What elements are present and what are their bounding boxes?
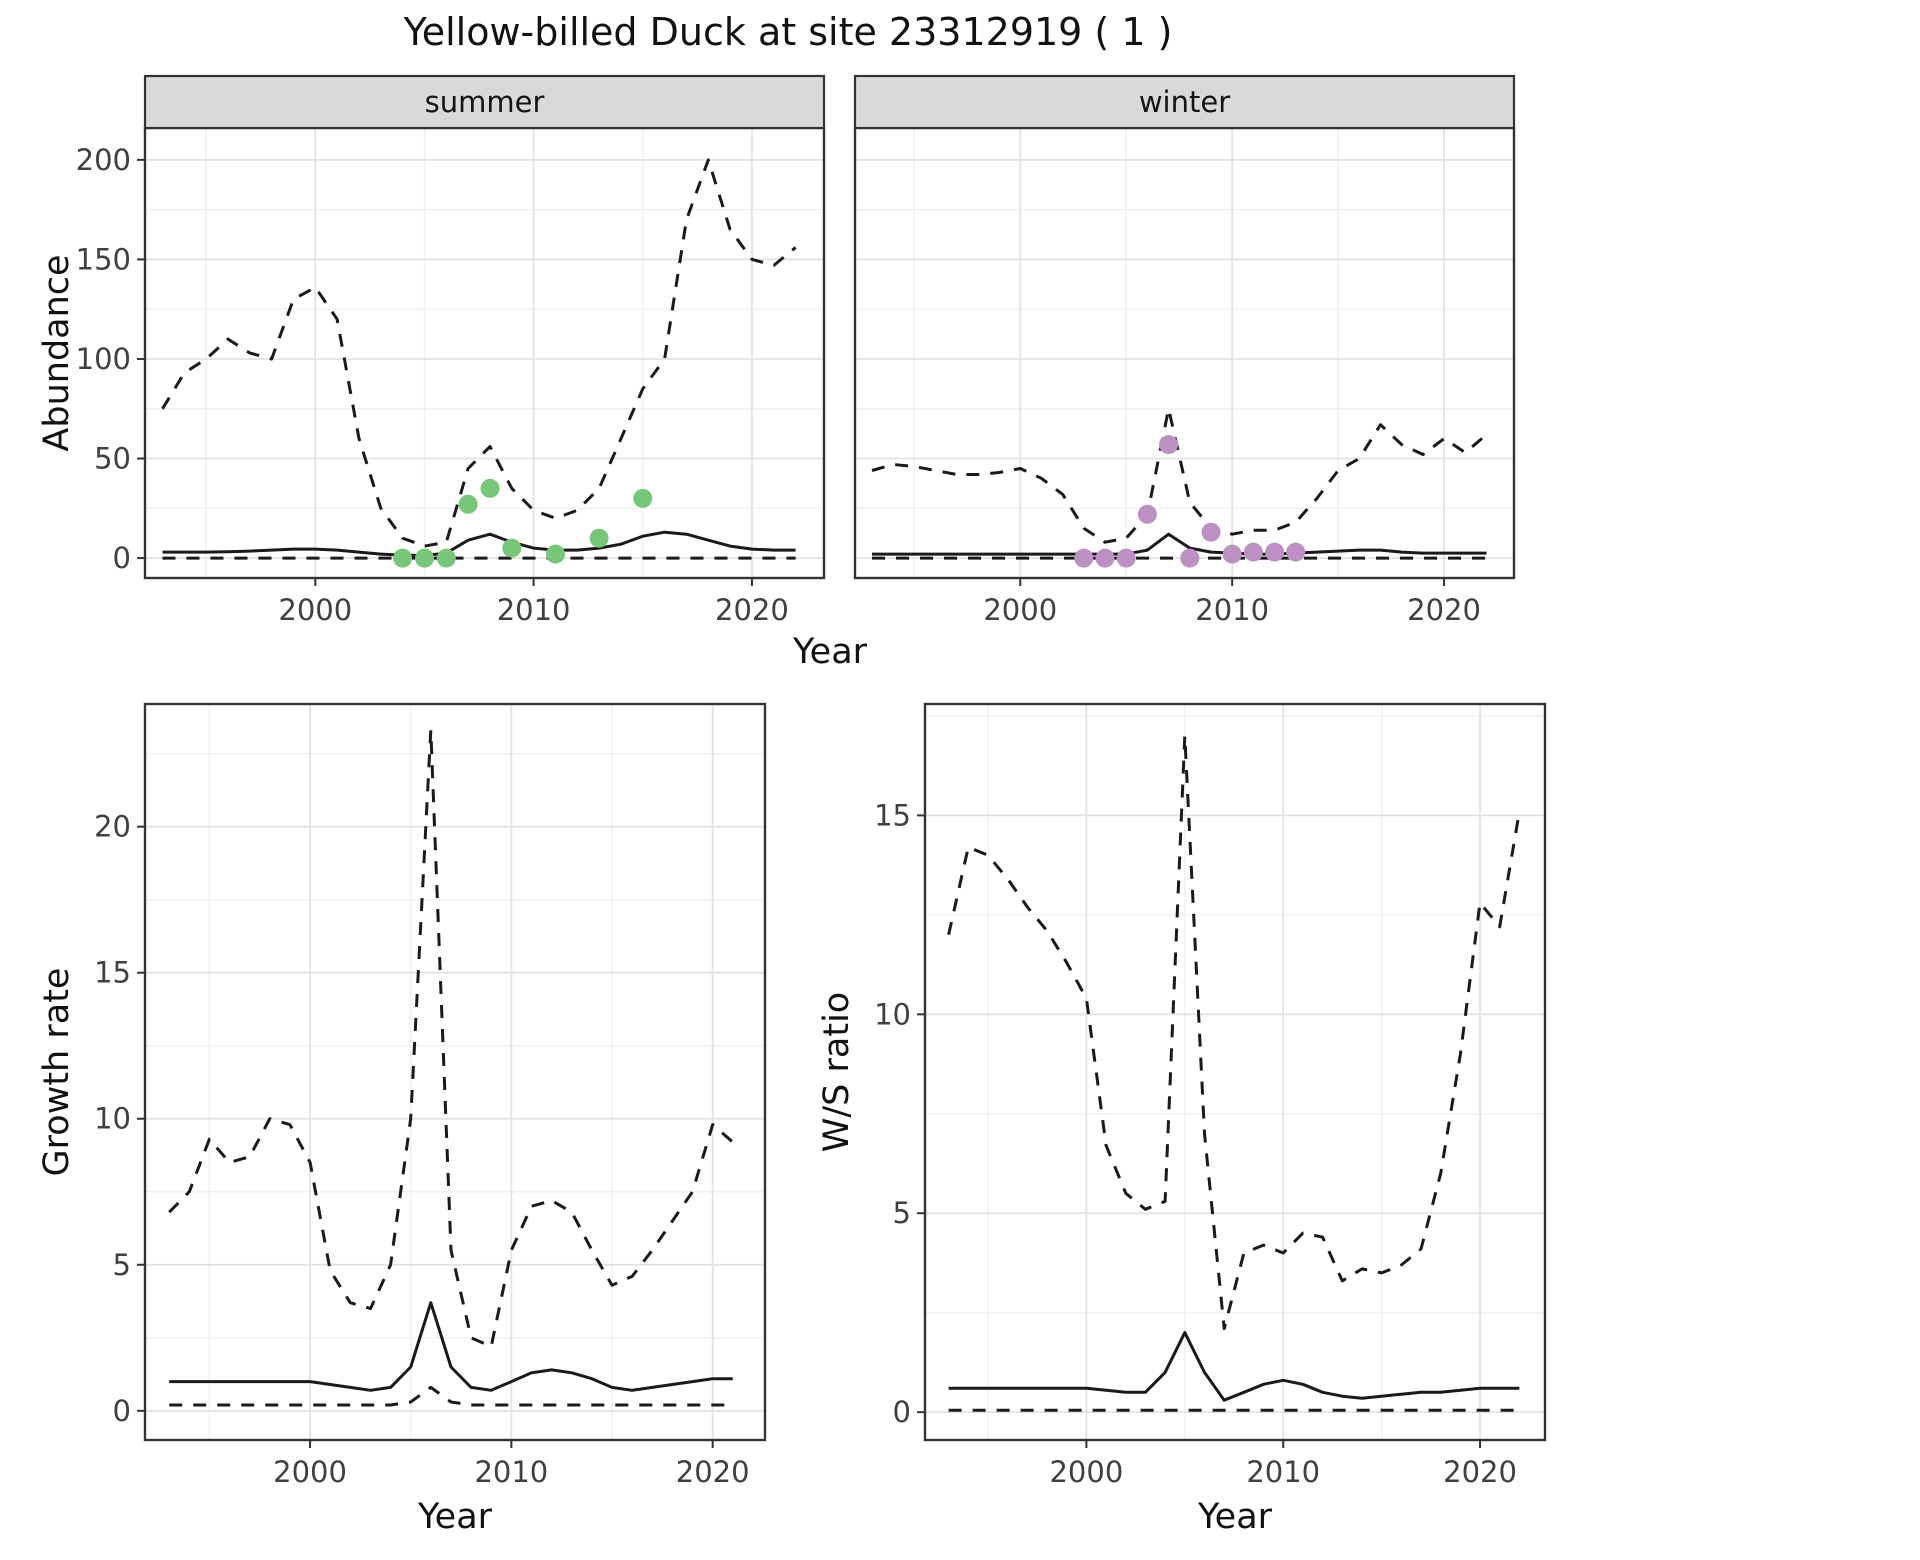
- observed-counts-winter-point: [1286, 542, 1306, 562]
- x-tick-label: 2000: [273, 1455, 347, 1489]
- ws-ratio-svg: 2000 2010 2020 0 5 10 15 W/S ratio Year: [817, 702, 1547, 1537]
- abundance-summer-upper_ci-line: [161, 158, 797, 548]
- y-axis-label: Growth rate: [37, 968, 77, 1177]
- figure-title: Yellow-billed Duck at site 23312919 ( 1 …: [403, 10, 1173, 54]
- observed-counts-winter-point: [1243, 542, 1263, 562]
- x-tick-label: 2020: [1407, 593, 1481, 627]
- ws-ratio-upper_ci-line: [947, 734, 1521, 1331]
- x-tick-label: 2010: [497, 593, 571, 627]
- observed-counts-summer-point: [415, 548, 434, 568]
- y-tick-label: 50: [94, 442, 131, 476]
- growth-rate-median-line: [169, 1301, 733, 1392]
- observed-counts-winter-point: [1265, 542, 1285, 562]
- y-tick-label: 0: [893, 1395, 911, 1429]
- y-tick-label: 5: [113, 1248, 131, 1282]
- ws-ratio-chart: 2000 2010 2020 0 5 10 15 W/S ratio Year: [810, 688, 1555, 1550]
- observed-counts-winter-point: [1201, 522, 1221, 542]
- observed-counts-summer-point: [458, 494, 478, 514]
- y-tick-label: 15: [874, 798, 911, 832]
- abundance-winter-svg: 2000 2010 2020 winter: [853, 74, 1516, 627]
- observed-counts-winter-point: [1074, 548, 1094, 568]
- y-tick-label: 0: [113, 1394, 131, 1428]
- abundance-winter-upper_ci-line: [871, 407, 1488, 544]
- observed-counts-summer-point: [393, 548, 413, 568]
- x-tick-label: 2010: [1246, 1455, 1320, 1489]
- observed-counts-summer-point: [546, 544, 565, 564]
- facet-strip-label: winter: [1139, 85, 1230, 119]
- x-tick-label: 2020: [1443, 1455, 1517, 1489]
- observed-counts-summer-point: [633, 488, 653, 508]
- observed-counts-winter-point: [1116, 548, 1136, 568]
- abundance-summer-svg: 2000 2010 2020 0 50 100 150 200 summer Abundance: [37, 74, 826, 627]
- y-tick-label: 150: [76, 242, 131, 276]
- y-tick-label: 100: [76, 342, 131, 376]
- observed-counts-winter-point: [1137, 504, 1157, 524]
- shared-x-axis-label: Year: [792, 632, 868, 672]
- observed-counts-winter-point: [1222, 544, 1242, 564]
- ws-ratio-median-line: [948, 1331, 1520, 1402]
- growth-rate-chart: 2000 2010 2020 0 5 10 15 20 Growth rate Year: [30, 688, 775, 1550]
- y-tick-label: 15: [94, 956, 131, 990]
- x-tick-label: 2000: [278, 593, 352, 627]
- growth-rate-svg: 2000 2010 2020 0 5 10 15 20 Growth rate Year: [37, 702, 767, 1537]
- observed-counts-winter-point: [1180, 548, 1200, 568]
- y-tick-label: 10: [94, 1102, 131, 1136]
- y-tick-label: 0: [113, 541, 131, 575]
- observed-counts-winter-point: [1095, 548, 1115, 568]
- abundance-summer-chart: 2000 2010 2020 0 50 100 150 200 summer Abundance: [30, 66, 830, 628]
- x-tick-label: 2000: [1049, 1455, 1123, 1489]
- observed-counts-summer-point: [502, 538, 522, 558]
- y-tick-label: 20: [94, 810, 131, 844]
- y-axis-label: W/S ratio: [817, 992, 857, 1152]
- x-axis-label: Year: [417, 1497, 493, 1537]
- growth-rate-lower_ci-line: [169, 1385, 733, 1407]
- abundance-winter-chart: 2000 2010 2020 winter: [843, 66, 1520, 628]
- observed-counts-summer-point: [589, 528, 609, 548]
- y-tick-label: 200: [76, 143, 131, 177]
- observed-counts-summer-point: [436, 548, 456, 568]
- x-tick-label: 2000: [983, 593, 1057, 627]
- observed-counts-winter-point: [1159, 435, 1179, 455]
- y-axis-label: Abundance: [37, 254, 77, 451]
- growth-rate-upper_ci-line: [168, 728, 734, 1348]
- observed-counts-summer-point: [480, 478, 500, 498]
- x-tick-label: 2010: [474, 1455, 548, 1489]
- x-tick-label: 2020: [715, 593, 789, 627]
- x-axis-label: Year: [1197, 1497, 1273, 1537]
- abundance-winter-median-line: [872, 532, 1487, 556]
- x-tick-label: 2010: [1195, 593, 1269, 627]
- abundance-summer-median-line: [162, 530, 796, 557]
- y-tick-label: 5: [893, 1196, 911, 1230]
- y-tick-label: 10: [874, 997, 911, 1031]
- facet-strip-label: summer: [425, 85, 545, 119]
- x-tick-label: 2020: [676, 1455, 750, 1489]
